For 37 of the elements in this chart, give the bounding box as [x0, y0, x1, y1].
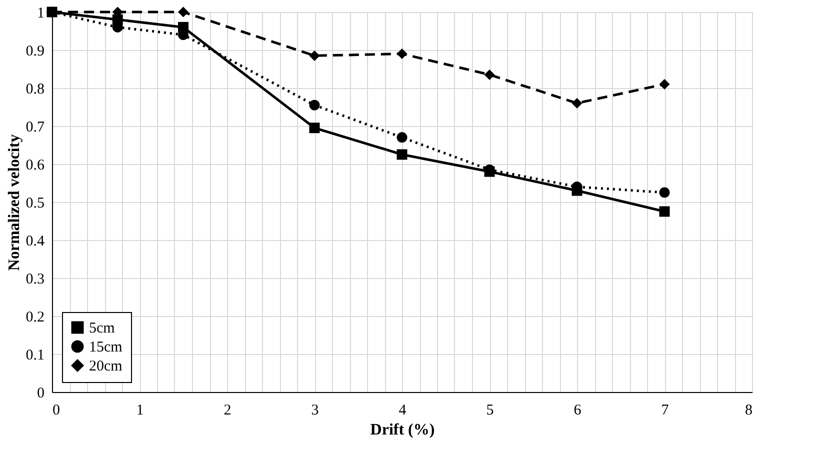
point [572, 98, 582, 108]
y-tick-label: 0.7 [26, 120, 45, 136]
y-tick-label: 0.2 [26, 310, 44, 326]
legend-label: 20cm [89, 358, 123, 374]
y-tick-label: 0.1 [26, 348, 44, 364]
y-tick-label: 0 [37, 386, 44, 402]
x-tick-label: 0 [52, 402, 60, 418]
point [178, 6, 188, 18]
point [309, 100, 320, 110]
x-tick-label: 2 [224, 402, 232, 418]
legend-label: 5cm [89, 320, 116, 336]
x-tick-label: 7 [661, 402, 670, 418]
y-tick-label: 0.3 [26, 272, 44, 288]
x-axis-title: Drift (%) [370, 422, 435, 438]
y-axis-title: Normalized velocity [6, 134, 23, 271]
x-tick-label: 3 [311, 402, 319, 418]
point [659, 206, 670, 217]
point [309, 122, 320, 134]
x-tick-label: 5 [486, 402, 494, 418]
y-tick-label: 0.6 [26, 158, 45, 174]
y-tick-label: 1 [37, 6, 44, 22]
point [396, 149, 408, 160]
x-tick-label: 6 [574, 402, 582, 418]
point [659, 78, 670, 90]
point [309, 50, 320, 61]
y-tick-label: 0.5 [26, 196, 44, 212]
point [396, 132, 408, 143]
point [396, 48, 408, 60]
point [659, 187, 670, 198]
legend-label: 15cm [89, 340, 123, 356]
y-tick-label: 0.9 [26, 44, 44, 60]
point [484, 69, 495, 80]
x-tick-label: 8 [745, 402, 752, 418]
x-tick-label: 4 [398, 402, 407, 418]
x-tick-label: 1 [136, 402, 144, 418]
y-tick-label: 0.8 [26, 82, 44, 98]
y-tick-label: 0.4 [26, 234, 45, 250]
